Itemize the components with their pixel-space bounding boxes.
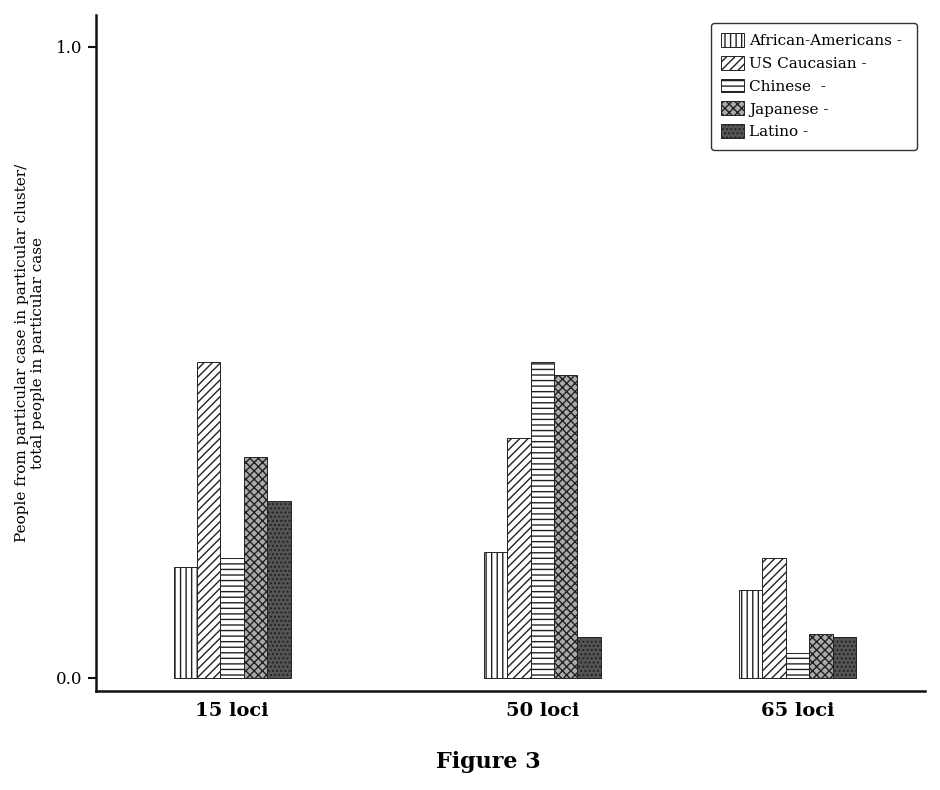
Bar — [833, 637, 856, 678]
Bar — [174, 567, 197, 678]
Bar — [508, 438, 531, 678]
Bar — [197, 363, 220, 678]
Bar — [809, 634, 833, 678]
Bar — [577, 637, 601, 678]
Text: Figure 3: Figure 3 — [436, 751, 541, 773]
Bar — [762, 558, 786, 678]
Bar — [484, 551, 508, 678]
Bar — [220, 558, 243, 678]
Bar — [739, 589, 762, 678]
Y-axis label: People from particular case in particular cluster/
total people in particular ca: People from particular case in particula… — [15, 164, 45, 542]
Bar — [786, 653, 809, 678]
Bar — [267, 501, 290, 678]
Bar — [554, 375, 577, 678]
Legend: African-Americans - , US Caucasian - , Chinese  - , Japanese - , Latino - : African-Americans - , US Caucasian - , C… — [711, 23, 917, 150]
Bar — [243, 457, 267, 678]
Bar — [531, 363, 554, 678]
